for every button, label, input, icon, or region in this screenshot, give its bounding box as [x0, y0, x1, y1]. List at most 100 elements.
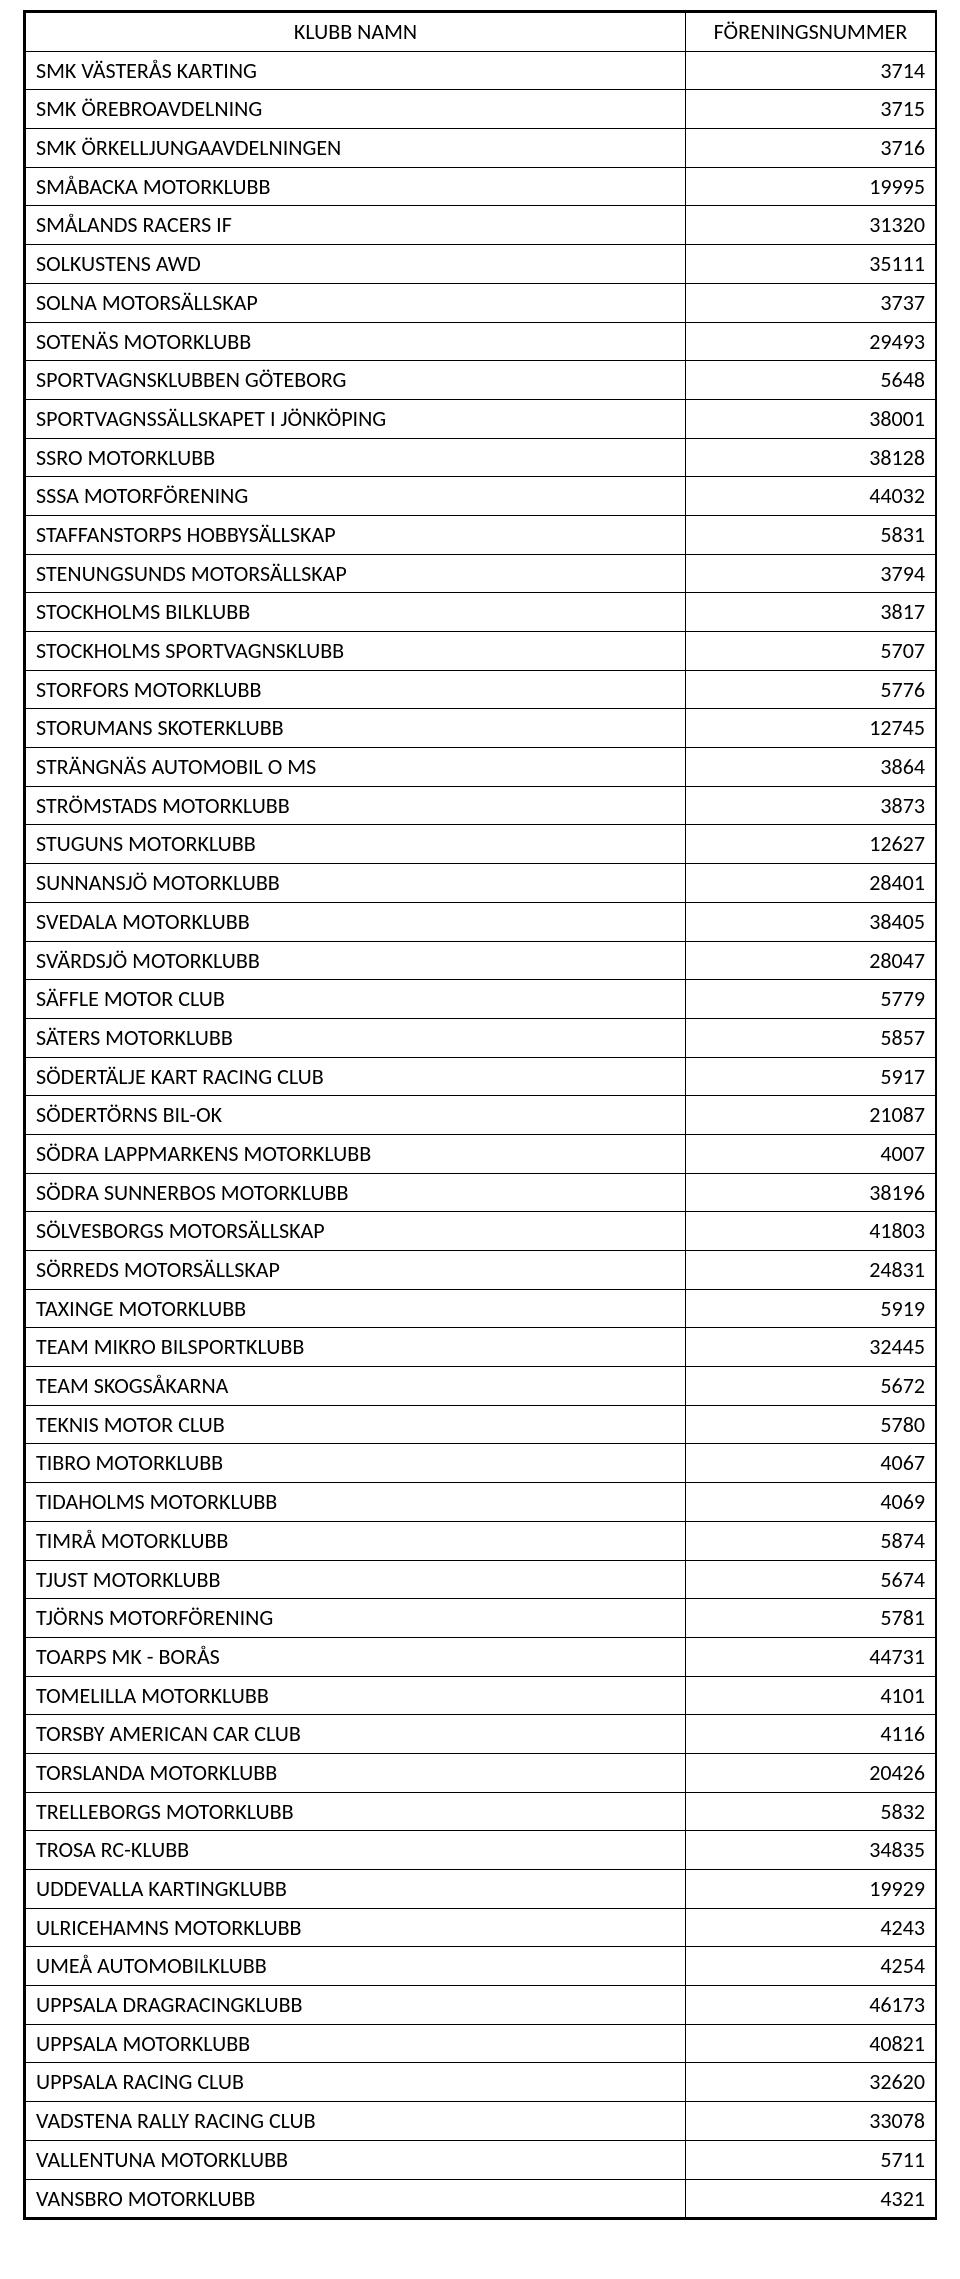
club-number-cell: 19995	[686, 167, 936, 206]
table-row: SÄTERS MOTORKLUBB5857	[26, 1018, 936, 1057]
club-name-cell: VADSTENA RALLY RACING CLUB	[26, 2102, 686, 2141]
club-table-container: KLUBB NAMN FÖRENINGSNUMMER SMK VÄSTERÅS …	[23, 10, 937, 2220]
club-number-cell: 5672	[686, 1367, 936, 1406]
club-number-cell: 12627	[686, 825, 936, 864]
club-number-cell: 5919	[686, 1289, 936, 1328]
club-number-cell: 40821	[686, 2024, 936, 2063]
table-row: VANSBRO MOTORKLUBB4321	[26, 2179, 936, 2218]
club-number-cell: 34835	[686, 1831, 936, 1870]
table-row: SMK ÖRKELLJUNGAAVDELNINGEN3716	[26, 129, 936, 168]
club-number-cell: 5674	[686, 1560, 936, 1599]
club-number-cell: 35111	[686, 245, 936, 284]
club-name-cell: TIBRO MOTORKLUBB	[26, 1444, 686, 1483]
table-row: TEKNIS MOTOR CLUB5780	[26, 1405, 936, 1444]
table-row: UPPSALA RACING CLUB32620	[26, 2063, 936, 2102]
club-number-cell: 41803	[686, 1212, 936, 1251]
club-name-cell: STAFFANSTORPS HOBBYSÄLLSKAP	[26, 515, 686, 554]
table-row: TIBRO MOTORKLUBB4067	[26, 1444, 936, 1483]
club-number-cell: 5857	[686, 1018, 936, 1057]
table-row: SMK VÄSTERÅS KARTING3714	[26, 51, 936, 90]
table-row: STORFORS MOTORKLUBB5776	[26, 670, 936, 709]
table-row: SSRO MOTORKLUBB38128	[26, 438, 936, 477]
club-number-cell: 5776	[686, 670, 936, 709]
club-name-cell: SUNNANSJÖ MOTORKLUBB	[26, 864, 686, 903]
club-number-cell: 5832	[686, 1792, 936, 1831]
table-row: SMÅLANDS RACERS IF31320	[26, 206, 936, 245]
table-row: VALLENTUNA MOTORKLUBB5711	[26, 2140, 936, 2179]
club-name-cell: SÄFFLE MOTOR CLUB	[26, 980, 686, 1019]
table-row: TIMRÅ MOTORKLUBB5874	[26, 1521, 936, 1560]
table-row: SÖDERTÖRNS BIL-OK21087	[26, 1096, 936, 1135]
club-name-cell: STORFORS MOTORKLUBB	[26, 670, 686, 709]
club-name-cell: SÖDERTÖRNS BIL-OK	[26, 1096, 686, 1135]
club-name-cell: STOCKHOLMS BILKLUBB	[26, 593, 686, 632]
table-row: TORSLANDA MOTORKLUBB20426	[26, 1753, 936, 1792]
club-name-cell: STOCKHOLMS SPORTVAGNSKLUBB	[26, 632, 686, 671]
club-name-cell: TIDAHOLMS MOTORKLUBB	[26, 1483, 686, 1522]
club-number-cell: 28401	[686, 864, 936, 903]
club-name-cell: SÖRREDS MOTORSÄLLSKAP	[26, 1251, 686, 1290]
club-number-cell: 5779	[686, 980, 936, 1019]
club-name-cell: TOMELILLA MOTORKLUBB	[26, 1676, 686, 1715]
club-number-cell: 3794	[686, 554, 936, 593]
club-number-cell: 5780	[686, 1405, 936, 1444]
table-row: SOLNA MOTORSÄLLSKAP3737	[26, 283, 936, 322]
club-name-cell: TRELLEBORGS MOTORKLUBB	[26, 1792, 686, 1831]
club-number-cell: 4067	[686, 1444, 936, 1483]
table-row: TOARPS MK - BORÅS44731	[26, 1637, 936, 1676]
club-number-cell: 4069	[686, 1483, 936, 1522]
club-name-cell: STORUMANS SKOTERKLUBB	[26, 709, 686, 748]
club-name-cell: SOLKUSTENS AWD	[26, 245, 686, 284]
table-row: SÖDERTÄLJE KART RACING CLUB5917	[26, 1057, 936, 1096]
club-table: KLUBB NAMN FÖRENINGSNUMMER SMK VÄSTERÅS …	[25, 12, 936, 2218]
club-name-cell: SPORTVAGNSKLUBBEN GÖTEBORG	[26, 361, 686, 400]
club-number-cell: 3716	[686, 129, 936, 168]
table-row: SSSA MOTORFÖRENING44032	[26, 477, 936, 516]
club-name-cell: SVEDALA MOTORKLUBB	[26, 902, 686, 941]
table-row: STENUNGSUNDS MOTORSÄLLSKAP3794	[26, 554, 936, 593]
club-number-cell: 4321	[686, 2179, 936, 2218]
club-name-cell: SMK ÖRKELLJUNGAAVDELNINGEN	[26, 129, 686, 168]
club-number-cell: 38405	[686, 902, 936, 941]
club-name-cell: SÖDERTÄLJE KART RACING CLUB	[26, 1057, 686, 1096]
club-name-cell: STRÄNGNÄS AUTOMOBIL O MS	[26, 748, 686, 787]
club-name-cell: UPPSALA DRAGRACINGKLUBB	[26, 1986, 686, 2025]
club-name-cell: SÖDRA SUNNERBOS MOTORKLUBB	[26, 1173, 686, 1212]
club-number-cell: 4007	[686, 1134, 936, 1173]
club-name-cell: SMK ÖREBROAVDELNING	[26, 90, 686, 129]
table-row: SÄFFLE MOTOR CLUB5779	[26, 980, 936, 1019]
club-name-cell: SSRO MOTORKLUBB	[26, 438, 686, 477]
table-row: TORSBY AMERICAN CAR CLUB4116	[26, 1715, 936, 1754]
club-name-cell: TORSLANDA MOTORKLUBB	[26, 1753, 686, 1792]
club-number-cell: 33078	[686, 2102, 936, 2141]
club-name-cell: UDDEVALLA KARTINGKLUBB	[26, 1870, 686, 1909]
club-number-cell: 3737	[686, 283, 936, 322]
table-row: UDDEVALLA KARTINGKLUBB19929	[26, 1870, 936, 1909]
table-row: SUNNANSJÖ MOTORKLUBB28401	[26, 864, 936, 903]
club-name-cell: VALLENTUNA MOTORKLUBB	[26, 2140, 686, 2179]
club-name-cell: STRÖMSTADS MOTORKLUBB	[26, 786, 686, 825]
table-row: TEAM MIKRO BILSPORTKLUBB32445	[26, 1328, 936, 1367]
table-row: STOCKHOLMS BILKLUBB3817	[26, 593, 936, 632]
club-number-cell: 44032	[686, 477, 936, 516]
club-name-cell: SMÅBACKA MOTORKLUBB	[26, 167, 686, 206]
club-number-cell: 46173	[686, 1986, 936, 2025]
club-name-cell: ULRICEHAMNS MOTORKLUBB	[26, 1908, 686, 1947]
table-row: STUGUNS MOTORKLUBB12627	[26, 825, 936, 864]
table-row: TIDAHOLMS MOTORKLUBB4069	[26, 1483, 936, 1522]
club-number-cell: 5781	[686, 1599, 936, 1638]
club-name-cell: SOLNA MOTORSÄLLSKAP	[26, 283, 686, 322]
club-name-cell: UPPSALA MOTORKLUBB	[26, 2024, 686, 2063]
club-name-cell: UPPSALA RACING CLUB	[26, 2063, 686, 2102]
table-row: TAXINGE MOTORKLUBB5919	[26, 1289, 936, 1328]
club-name-cell: TJÖRNS MOTORFÖRENING	[26, 1599, 686, 1638]
club-number-cell: 3817	[686, 593, 936, 632]
club-number-cell: 32445	[686, 1328, 936, 1367]
club-name-cell: TORSBY AMERICAN CAR CLUB	[26, 1715, 686, 1754]
table-row: TRELLEBORGS MOTORKLUBB5832	[26, 1792, 936, 1831]
club-number-cell: 4243	[686, 1908, 936, 1947]
club-name-cell: STUGUNS MOTORKLUBB	[26, 825, 686, 864]
club-name-cell: SMÅLANDS RACERS IF	[26, 206, 686, 245]
table-row: SÖDRA SUNNERBOS MOTORKLUBB38196	[26, 1173, 936, 1212]
club-name-cell: TEAM MIKRO BILSPORTKLUBB	[26, 1328, 686, 1367]
